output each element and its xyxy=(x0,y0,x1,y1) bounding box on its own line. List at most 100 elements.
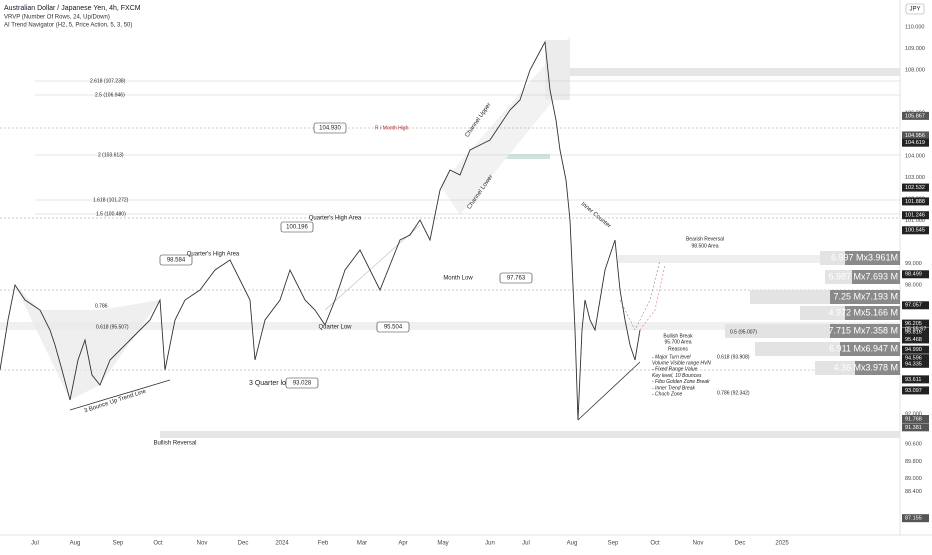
time-label: Apr xyxy=(398,541,407,547)
harmonic-pattern xyxy=(15,285,160,400)
price-marker xyxy=(902,301,929,310)
time-label: Oct xyxy=(153,541,163,547)
price-path xyxy=(0,40,641,421)
annotation-box xyxy=(499,272,533,284)
price-marker xyxy=(902,414,929,423)
price-marker-label: 101.888 xyxy=(905,199,925,205)
price-marker xyxy=(902,138,929,147)
time-label: Aug xyxy=(70,541,81,547)
annotation: 3 Quarter low xyxy=(249,380,292,387)
currency: JPY xyxy=(909,7,920,13)
reason: - Major Turn level xyxy=(652,354,691,360)
time-label: Sep xyxy=(113,541,124,547)
price-label: 89.800 xyxy=(905,459,922,465)
price-marker-label: 95.816 xyxy=(905,329,922,335)
annotation: Month Low xyxy=(443,276,473,282)
annotation: Bearish Reversal xyxy=(686,236,724,242)
time-label: Jul xyxy=(31,541,39,547)
price-marker xyxy=(902,111,929,120)
annotation: 100.196 xyxy=(286,225,308,231)
price-marker-label: 101.246 xyxy=(905,213,925,219)
time-label: Nov xyxy=(693,541,704,547)
price-marker xyxy=(902,270,929,279)
price-marker xyxy=(902,131,929,140)
bearish-zone xyxy=(618,255,900,263)
time-label: Oct xyxy=(650,541,660,547)
price-marker xyxy=(902,514,929,523)
reason: - Inner Trend Break xyxy=(652,385,695,391)
time-label: Feb xyxy=(318,541,329,547)
volume-label: 6.911 Mx6.947 M xyxy=(829,343,898,353)
price-marker-label: 93.611 xyxy=(905,377,921,383)
header-text: Australian Dollar / Japanese Yen, 4h, FX… xyxy=(4,5,141,12)
annotation: Bullish Break xyxy=(663,333,693,339)
price-marker-label: 91.768 xyxy=(905,416,922,422)
volume-bar-core xyxy=(830,290,900,304)
price-marker xyxy=(902,335,929,344)
annotation: 95.504 xyxy=(384,325,403,331)
price-marker-label: 98.499 xyxy=(905,272,922,278)
volume-bar-core xyxy=(840,342,900,356)
annotation: 93.028 xyxy=(293,381,312,387)
annotation-box xyxy=(280,221,314,233)
volume-bar-core xyxy=(852,270,900,284)
price-label: 89.000 xyxy=(905,476,922,482)
price-marker-label: 104.956 xyxy=(905,133,925,139)
annotation: 95.700 Area xyxy=(665,339,692,345)
price-label: 104.000 xyxy=(905,153,925,159)
price-marker-label: 87.155 xyxy=(905,516,922,522)
price-marker xyxy=(902,354,929,363)
price-marker-label: 95.468 xyxy=(905,337,922,343)
price-marker-label: 93.097 xyxy=(905,388,922,394)
price-label: 110.000 xyxy=(905,24,924,30)
price-marker-label: 94.335 xyxy=(905,361,922,367)
trend-line xyxy=(69,379,171,411)
reason: - Fixed Range Value xyxy=(652,367,698,373)
annotation: 0.618 (95.507) xyxy=(96,324,129,330)
time-label: 2025 xyxy=(775,541,789,547)
volume-bar-core xyxy=(845,251,900,265)
volume-label: 6.987 Mx7.693 M xyxy=(828,271,898,281)
time-label: Aug xyxy=(567,541,578,547)
volume-label: 4.36 Mx3.978 M xyxy=(833,362,898,372)
annotation: Reasons xyxy=(668,346,688,352)
volume-bar-core xyxy=(845,306,900,320)
annotation: 2.5 (106.946) xyxy=(95,92,125,98)
header-text: VRVP (Number Of Rows, 24, Up/Down) xyxy=(4,15,110,21)
price-marker xyxy=(902,423,929,432)
annotation: 104.930 xyxy=(319,126,341,132)
annotation: Bullish Reversal xyxy=(153,441,196,447)
projection xyxy=(619,259,661,331)
projection xyxy=(639,264,666,331)
annotation: 98.500 Area xyxy=(692,243,719,249)
annotation: 0.786 (92.342) xyxy=(717,390,750,396)
annotation: R / Month High xyxy=(375,125,409,131)
reason: Key level, 10 Bounces xyxy=(652,373,702,379)
time-label: Mar xyxy=(357,541,367,547)
annotation: Quarter's High Area xyxy=(309,216,362,222)
volume-bar-core xyxy=(855,361,900,375)
price-marker xyxy=(902,183,929,192)
trend-line xyxy=(324,224,421,311)
time-label: Sep xyxy=(608,541,619,547)
price-label: 108.000 xyxy=(905,67,925,73)
annotation: 97.763 xyxy=(507,276,526,282)
time-label: 2024 xyxy=(275,541,289,547)
support-zone xyxy=(160,431,900,438)
header-text: AI Trend Navigator (H2, 5, Price Action,… xyxy=(4,23,132,29)
volume-bar-core xyxy=(830,324,900,338)
price-marker xyxy=(902,197,929,206)
price-marker xyxy=(902,375,929,384)
resistance-zone xyxy=(545,68,900,76)
volume-label: 7.25 Mx7.193 M xyxy=(833,291,898,301)
price-marker-label: 100.545 xyxy=(905,228,925,234)
annotation: Quarter's High Area xyxy=(187,252,240,258)
price-marker-label: 94.990 xyxy=(905,347,922,353)
reason: Volume Visible range HVN xyxy=(652,361,711,367)
price-marker xyxy=(902,359,929,368)
price-label: 88.400 xyxy=(905,489,922,495)
price-marker-label: 104.619 xyxy=(905,140,925,146)
reason: - Fibo Golden Zone Break xyxy=(652,379,710,385)
price-marker xyxy=(902,327,929,336)
